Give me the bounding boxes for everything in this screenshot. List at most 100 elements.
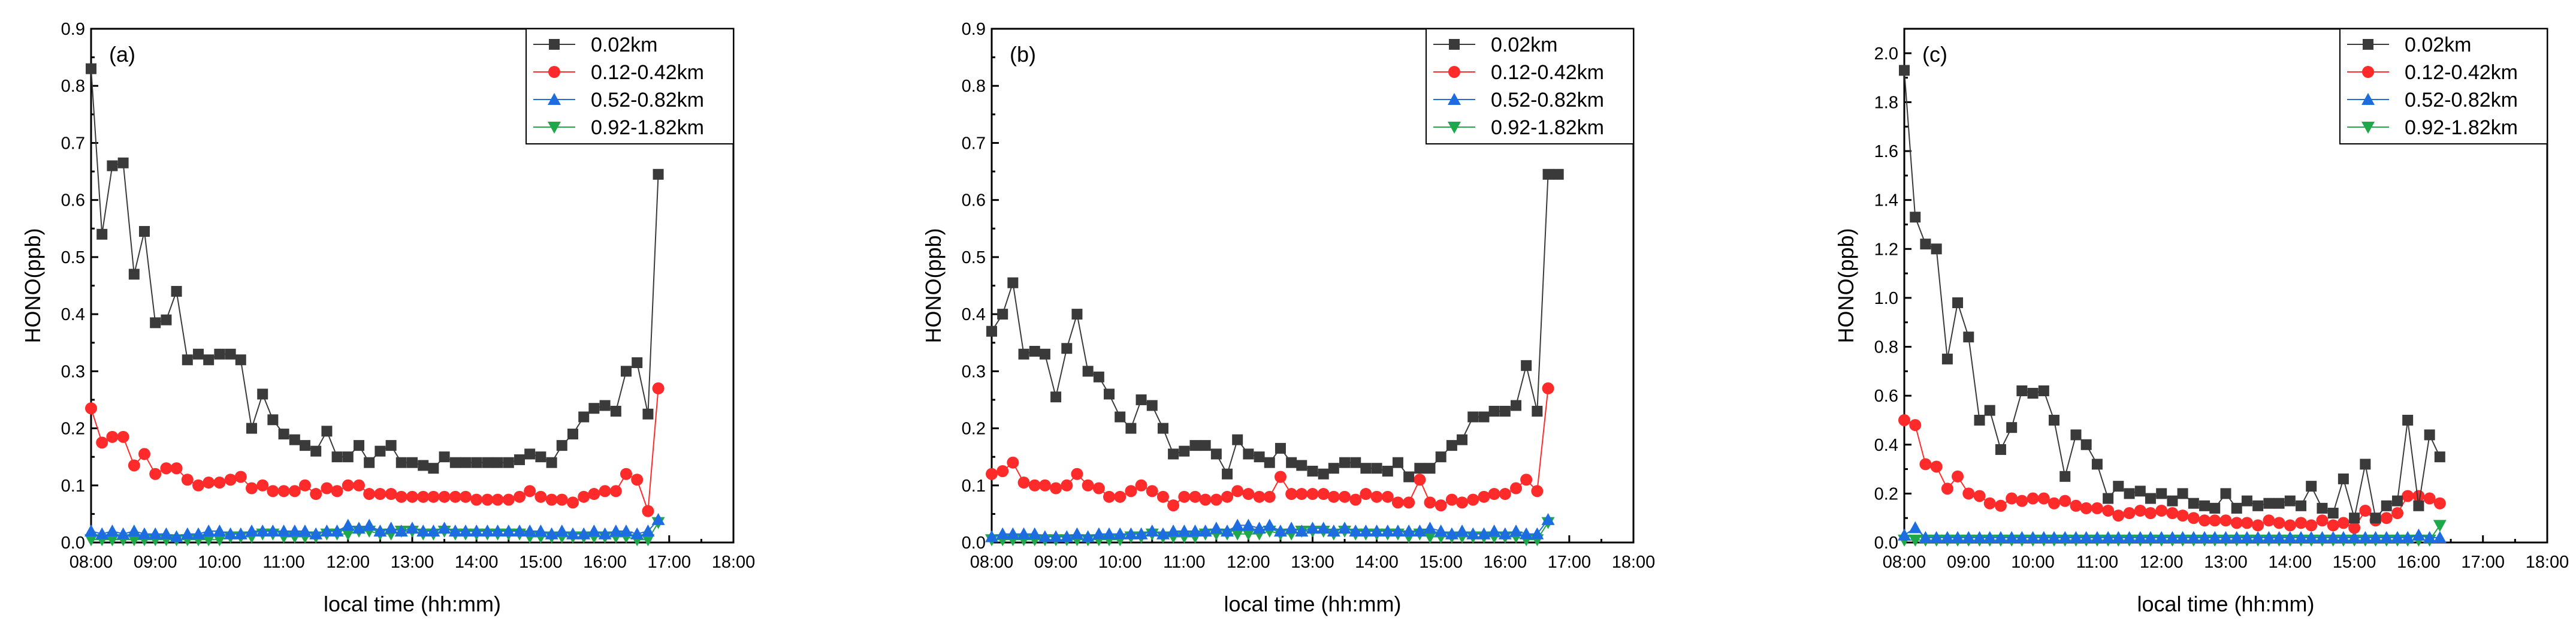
data-point — [225, 348, 236, 360]
data-point — [299, 440, 310, 451]
data-point — [1509, 524, 1523, 536]
data-point — [2348, 522, 2361, 534]
data-point — [2144, 507, 2157, 520]
data-point — [1146, 485, 1158, 498]
y-tick-label: 0.3 — [61, 362, 85, 381]
data-point — [1231, 485, 1244, 498]
data-point — [1103, 490, 1115, 503]
x-tick-label: 14:00 — [2269, 553, 2312, 572]
data-point — [330, 524, 344, 536]
data-point — [2091, 502, 2103, 514]
data-point — [439, 451, 450, 463]
series-0.52-0.82km — [84, 513, 665, 542]
x-axis-label: local time (hh:mm) — [324, 592, 501, 616]
y-tick-label: 1.2 — [1874, 240, 1898, 259]
y-tick-label: 0.7 — [962, 134, 986, 153]
data-point — [2381, 500, 2392, 511]
data-point — [2219, 514, 2232, 527]
data-point — [1029, 346, 1040, 357]
data-point — [1179, 445, 1190, 457]
data-point — [1007, 456, 1019, 469]
data-point — [289, 434, 300, 445]
x-tick-label: 09:00 — [1947, 553, 1991, 572]
data-point — [1285, 522, 1298, 534]
x-tick-label: 09:00 — [1034, 553, 1078, 572]
data-point — [2315, 531, 2329, 543]
data-point — [534, 524, 548, 536]
data-point — [1199, 493, 1212, 506]
legend-label: 0.12-0.42km — [1491, 61, 1604, 84]
data-point — [1908, 534, 1922, 547]
data-point — [321, 482, 333, 495]
data-point — [524, 448, 536, 460]
data-point — [2412, 490, 2425, 502]
data-point — [1963, 331, 1974, 343]
data-point — [578, 411, 590, 423]
data-point — [481, 524, 494, 536]
data-point — [1124, 527, 1138, 539]
data-point — [2402, 490, 2414, 502]
data-point — [1457, 434, 1468, 445]
data-point — [85, 402, 97, 415]
data-point — [2166, 507, 2179, 520]
data-point — [1510, 482, 1523, 495]
legend-label: 0.12-0.42km — [2405, 61, 2518, 84]
data-point — [1049, 530, 1063, 542]
data-point — [619, 524, 633, 536]
data-point — [641, 524, 655, 536]
x-tick-label: 16:00 — [1484, 553, 1527, 572]
data-point — [1254, 451, 1265, 463]
y-tick-label: 0.0 — [1874, 533, 1898, 553]
data-point — [1061, 343, 1073, 354]
data-point — [2272, 531, 2286, 543]
data-point — [641, 534, 655, 547]
y-tick-label: 0.8 — [1874, 338, 1898, 357]
data-point — [2037, 492, 2050, 505]
data-point — [257, 388, 268, 400]
data-point — [471, 457, 482, 468]
data-point — [1919, 531, 1932, 543]
data-point — [1253, 490, 1266, 503]
y-tick-label: 1.0 — [1874, 289, 1898, 308]
data-point — [1306, 522, 1319, 534]
data-point — [546, 457, 557, 468]
data-point — [213, 524, 227, 536]
data-point — [1209, 522, 1223, 534]
data-point — [2048, 497, 2061, 510]
data-point — [535, 451, 546, 463]
data-point — [161, 314, 172, 325]
data-point — [2263, 514, 2275, 527]
data-point — [1188, 524, 1202, 536]
data-point — [128, 459, 140, 472]
data-point — [2390, 531, 2404, 543]
data-point — [986, 468, 998, 480]
data-point — [1435, 451, 1446, 463]
data-point — [1931, 243, 1942, 255]
data-point — [1157, 423, 1168, 434]
data-point — [427, 524, 440, 536]
data-point — [2336, 531, 2350, 543]
data-point — [1198, 524, 1212, 536]
data-point — [1273, 524, 1287, 536]
data-point — [632, 357, 643, 369]
data-point — [578, 490, 590, 503]
data-point — [2037, 531, 2050, 543]
data-point — [2101, 531, 2115, 543]
data-point — [1242, 519, 1255, 531]
data-point — [1028, 479, 1041, 492]
data-point — [1113, 527, 1127, 539]
data-point — [514, 454, 526, 465]
data-point — [96, 228, 108, 240]
data-point — [1114, 490, 1127, 503]
data-point — [1909, 419, 1922, 432]
data-point — [651, 513, 665, 525]
data-point — [1285, 488, 1298, 501]
data-point — [1189, 490, 1201, 503]
data-point — [2006, 422, 2018, 433]
data-point — [395, 457, 407, 468]
data-point — [159, 527, 173, 539]
data-point — [2016, 495, 2028, 507]
data-point — [1071, 468, 1083, 480]
data-point — [1930, 460, 1943, 473]
